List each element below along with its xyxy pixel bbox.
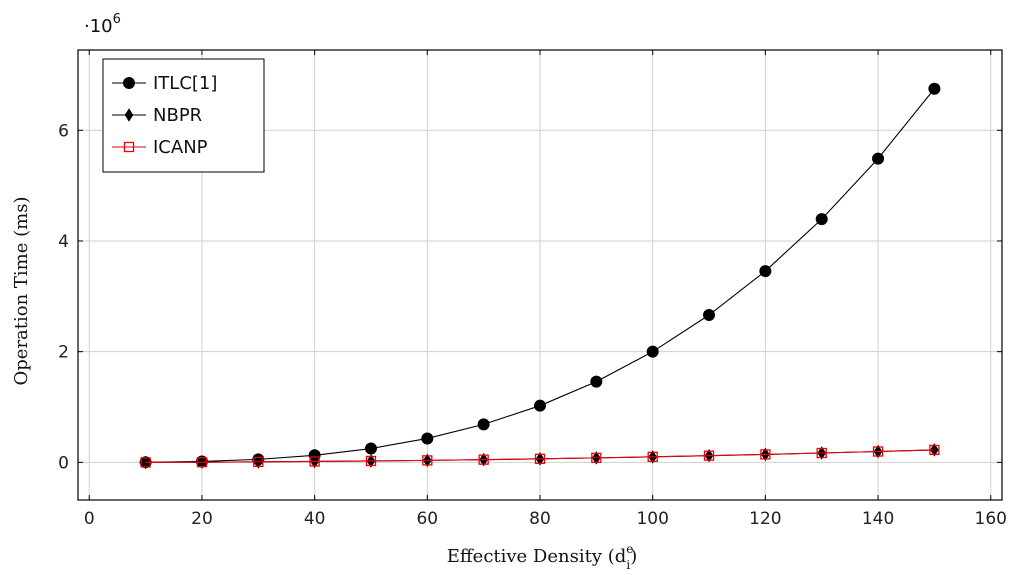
legend-label: NBPR [153, 105, 202, 126]
y-tick-label: 0 [58, 453, 69, 473]
data-point [646, 345, 659, 358]
data-point [929, 444, 940, 456]
legend-label: ITLC[1] [153, 73, 217, 94]
data-point [590, 375, 603, 388]
data-point [872, 446, 884, 457]
data-point [123, 77, 135, 89]
x-axis-label: Effective Density (de i) [447, 542, 638, 572]
data-point [815, 213, 828, 226]
legend: ITLC[1] NBPR ICANP [102, 58, 265, 173]
legend-label: ICANP [153, 137, 208, 158]
data-point [477, 418, 490, 431]
data-point [703, 450, 715, 461]
data-point [365, 455, 377, 467]
data-point [123, 141, 135, 153]
data-point [478, 454, 489, 465]
data-point [591, 452, 602, 464]
data-point [534, 453, 546, 464]
legend-item: NBPR [112, 105, 202, 126]
series-itlc-1- [139, 82, 941, 469]
y-multiplier: ·106 [84, 12, 121, 37]
y-axis-label: Operation Time (ms) [11, 197, 32, 386]
series-line [145, 449, 935, 463]
x-tick-label: 120 [749, 509, 781, 529]
data-point [930, 443, 939, 457]
data-point [364, 442, 377, 455]
data-point [759, 265, 772, 278]
legend-item: ICANP [112, 137, 208, 158]
x-tick-label: 140 [862, 509, 894, 529]
data-point [760, 449, 771, 460]
data-point [253, 456, 264, 468]
series [139, 82, 941, 470]
y-tick-label: 4 [58, 232, 69, 252]
data-point [816, 447, 827, 459]
data-point [534, 399, 546, 412]
x-tick-label: 100 [636, 509, 668, 529]
data-point [703, 309, 716, 322]
x-tick-label: 0 [84, 509, 95, 529]
data-point [647, 451, 658, 462]
data-point [421, 432, 434, 445]
series-icanp [140, 444, 940, 468]
data-point [872, 152, 885, 165]
data-point [422, 455, 433, 466]
legend-item: ITLC[1] [112, 73, 217, 94]
data-point [140, 457, 151, 468]
data-point [309, 456, 320, 467]
x-tick-label: 60 [416, 509, 438, 529]
x-tick-label: 40 [304, 509, 326, 529]
x-tick-label: 20 [191, 509, 213, 529]
y-tick-label: 2 [58, 343, 69, 363]
x-tick-label: 160 [975, 509, 1007, 529]
grid [78, 50, 1002, 500]
data-point [196, 456, 208, 468]
x-tick-label: 80 [529, 509, 551, 529]
data-point [141, 455, 150, 470]
y-tick-label: 6 [58, 121, 69, 141]
data-point [124, 108, 134, 122]
axis-ticks: 0 20 40 60 80 100 120 140 160 0 2 4 6 [58, 50, 1007, 529]
data-point [928, 82, 941, 95]
